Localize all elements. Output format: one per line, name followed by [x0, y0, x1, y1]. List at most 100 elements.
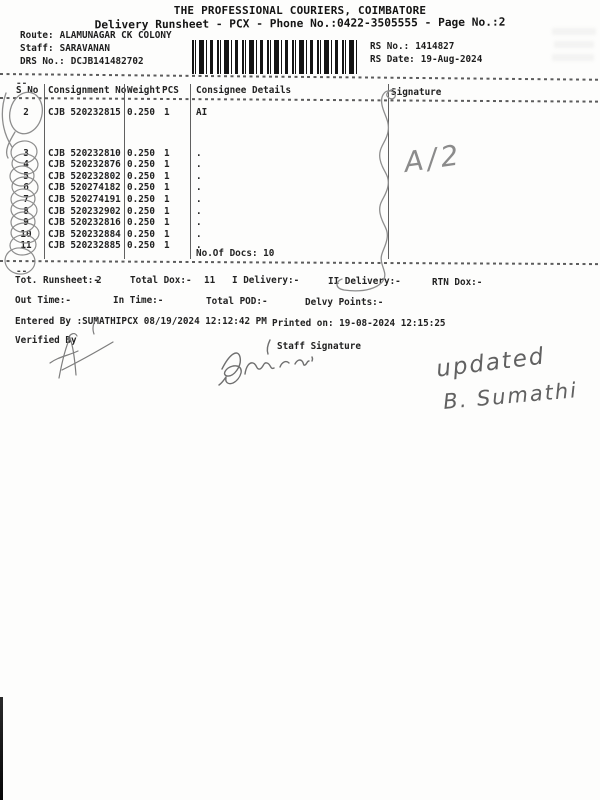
col-header-consignment: Consignment No	[48, 85, 127, 96]
cell-consignee: .	[196, 205, 202, 217]
verified-by-label: Verified By	[15, 335, 77, 346]
scan-edge-artifact	[0, 697, 3, 800]
ii-delivery-label: II Delivery:-	[328, 276, 401, 287]
table-row: 4 CJB 520232876 0.250 1.	[0, 159, 600, 170]
cell-consignment: CJB 520232876	[48, 159, 121, 171]
cell-sno: 3	[23, 147, 29, 159]
cell-weight: 0.250	[127, 107, 155, 118]
printed-on-line: Printed on: 19-08-2024 12:15:25	[272, 318, 446, 329]
cell-weight: 0.250	[127, 217, 155, 229]
cell-consignee: AI	[196, 107, 208, 118]
staff-line: Staff: SARAVANAN	[20, 43, 110, 54]
cell-consignment: CJB 520274182	[48, 182, 121, 194]
staff-value: SARAVANAN	[59, 43, 110, 54]
drs-line: DRS No.: DCJB141482702	[20, 56, 144, 67]
bleedthrough-ghost	[552, 54, 594, 61]
cell-sno: 2	[23, 107, 29, 118]
cell-sno: 7	[23, 193, 29, 205]
column-rule	[44, 84, 45, 259]
cell-sno: 11	[20, 240, 32, 252]
table-header-rule	[0, 97, 600, 103]
cell-pcs: 1	[164, 205, 170, 217]
rs-number-value: 1414827	[415, 41, 455, 52]
table-row: 2 CJB 520232815 0.250 1 AI	[0, 107, 600, 118]
cell-pcs: 1	[164, 228, 170, 240]
cell-sno: 8	[23, 205, 29, 217]
cell-sno: 10	[20, 228, 32, 240]
cell-consignee: .	[196, 217, 202, 229]
separator-line	[0, 260, 600, 266]
cell-consignment: CJB 520232815	[48, 107, 121, 118]
cell-pcs: 1	[164, 240, 170, 252]
cell-pcs: 1	[164, 193, 170, 205]
cell-pcs: 1	[164, 170, 170, 182]
i-delivery-label: I Delivery:-	[232, 275, 300, 286]
table-row: 9 CJB 520232816 0.250 1.	[0, 217, 600, 228]
cell-consignee: .	[196, 193, 202, 205]
company-title: THE PROFESSIONAL COURIERS, COIMBATORE	[173, 4, 427, 17]
cell-consignee: .	[196, 147, 202, 159]
scan-artifact-dashes: --	[16, 78, 28, 89]
col-header-weight: Weight	[127, 85, 161, 96]
cell-weight: 0.250	[127, 182, 155, 194]
separator-line	[0, 73, 600, 81]
route-label: Route:	[20, 30, 54, 41]
route-line: Route: ALAMUNAGAR CK COLONY	[20, 30, 172, 41]
handwritten-note-updated: updated	[434, 343, 547, 383]
table-row: 8 CJB 520232902 0.250 1.	[0, 206, 600, 217]
table-row: 10 CJB 520232884 0.250 1.	[0, 229, 600, 240]
staff-signature-label: Staff Signature	[277, 341, 361, 352]
cell-weight: 0.250	[127, 228, 155, 240]
cell-sno: 4	[23, 159, 29, 171]
entered-by-line: Entered By :SUMATHIPCX 08/19/2024 12:12:…	[15, 316, 267, 327]
table-row: 7 CJB 520274191 0.250 1.	[0, 194, 600, 205]
cell-sno: 5	[23, 170, 29, 182]
tot-runsheet-label: Tot. Runsheet:-	[15, 275, 99, 286]
col-header-sno: S No	[16, 85, 39, 96]
rs-date-value: 19-Aug-2024	[420, 54, 483, 65]
total-pod-label: Total POD:-	[206, 296, 268, 307]
cell-pcs: 1	[164, 147, 170, 159]
total-dox-value: 11	[204, 275, 216, 286]
total-dox-label: Total Dox:-	[130, 275, 192, 286]
cell-consignment: CJB 520232885	[48, 240, 121, 252]
cell-weight: 0.250	[127, 193, 155, 205]
staff-label: Staff:	[20, 43, 54, 54]
tot-runsheet-value: 2	[96, 275, 102, 286]
docs-count-note: No.Of Docs: 10	[196, 248, 275, 259]
cell-consignee: .	[196, 159, 202, 171]
cell-weight: 0.250	[127, 205, 155, 217]
column-rule	[124, 84, 125, 259]
rs-date-label: RS Date:	[370, 54, 415, 65]
col-header-consignee: Consignee Details	[196, 85, 292, 96]
bleedthrough-ghost	[554, 41, 594, 48]
cell-consignment: CJB 520232902	[48, 205, 121, 217]
table-row: 3 CJB 520232810 0.250 1.	[0, 148, 600, 159]
cell-consignment: CJB 520274191	[48, 193, 121, 205]
cell-pcs: 1	[164, 182, 170, 194]
cell-weight: 0.250	[127, 240, 155, 252]
barcode	[192, 40, 360, 74]
cell-consignment: CJB 520232884	[48, 228, 121, 240]
route-value: ALAMUNAGAR CK COLONY	[59, 30, 172, 41]
out-time-label: Out Time:-	[15, 295, 71, 306]
cell-consignment: CJB 520232802	[48, 170, 121, 182]
col-header-pcs: PCS	[162, 85, 179, 96]
column-rule	[190, 84, 191, 259]
cell-consignee: .	[196, 182, 202, 194]
cell-pcs: 1	[164, 159, 170, 171]
cell-weight: 0.250	[127, 147, 155, 159]
bleedthrough-ghost	[552, 28, 596, 35]
col-header-signature: Signature	[391, 87, 442, 98]
cell-sno: 9	[23, 217, 29, 229]
rs-number-label: RS No.:	[370, 41, 410, 52]
drs-number-value: DCJB141482702	[70, 56, 144, 67]
cell-consignee: .	[196, 240, 202, 252]
cell-pcs: 1	[164, 217, 170, 229]
rtn-dox-label: RTN Dox:-	[432, 277, 483, 288]
cell-weight: 0.250	[127, 170, 155, 182]
cell-pcs: 1	[164, 107, 170, 118]
rs-date-line: RS Date: 19-Aug-2024	[370, 54, 482, 65]
table-row: 5 CJB 520232802 0.250 1.	[0, 171, 600, 182]
